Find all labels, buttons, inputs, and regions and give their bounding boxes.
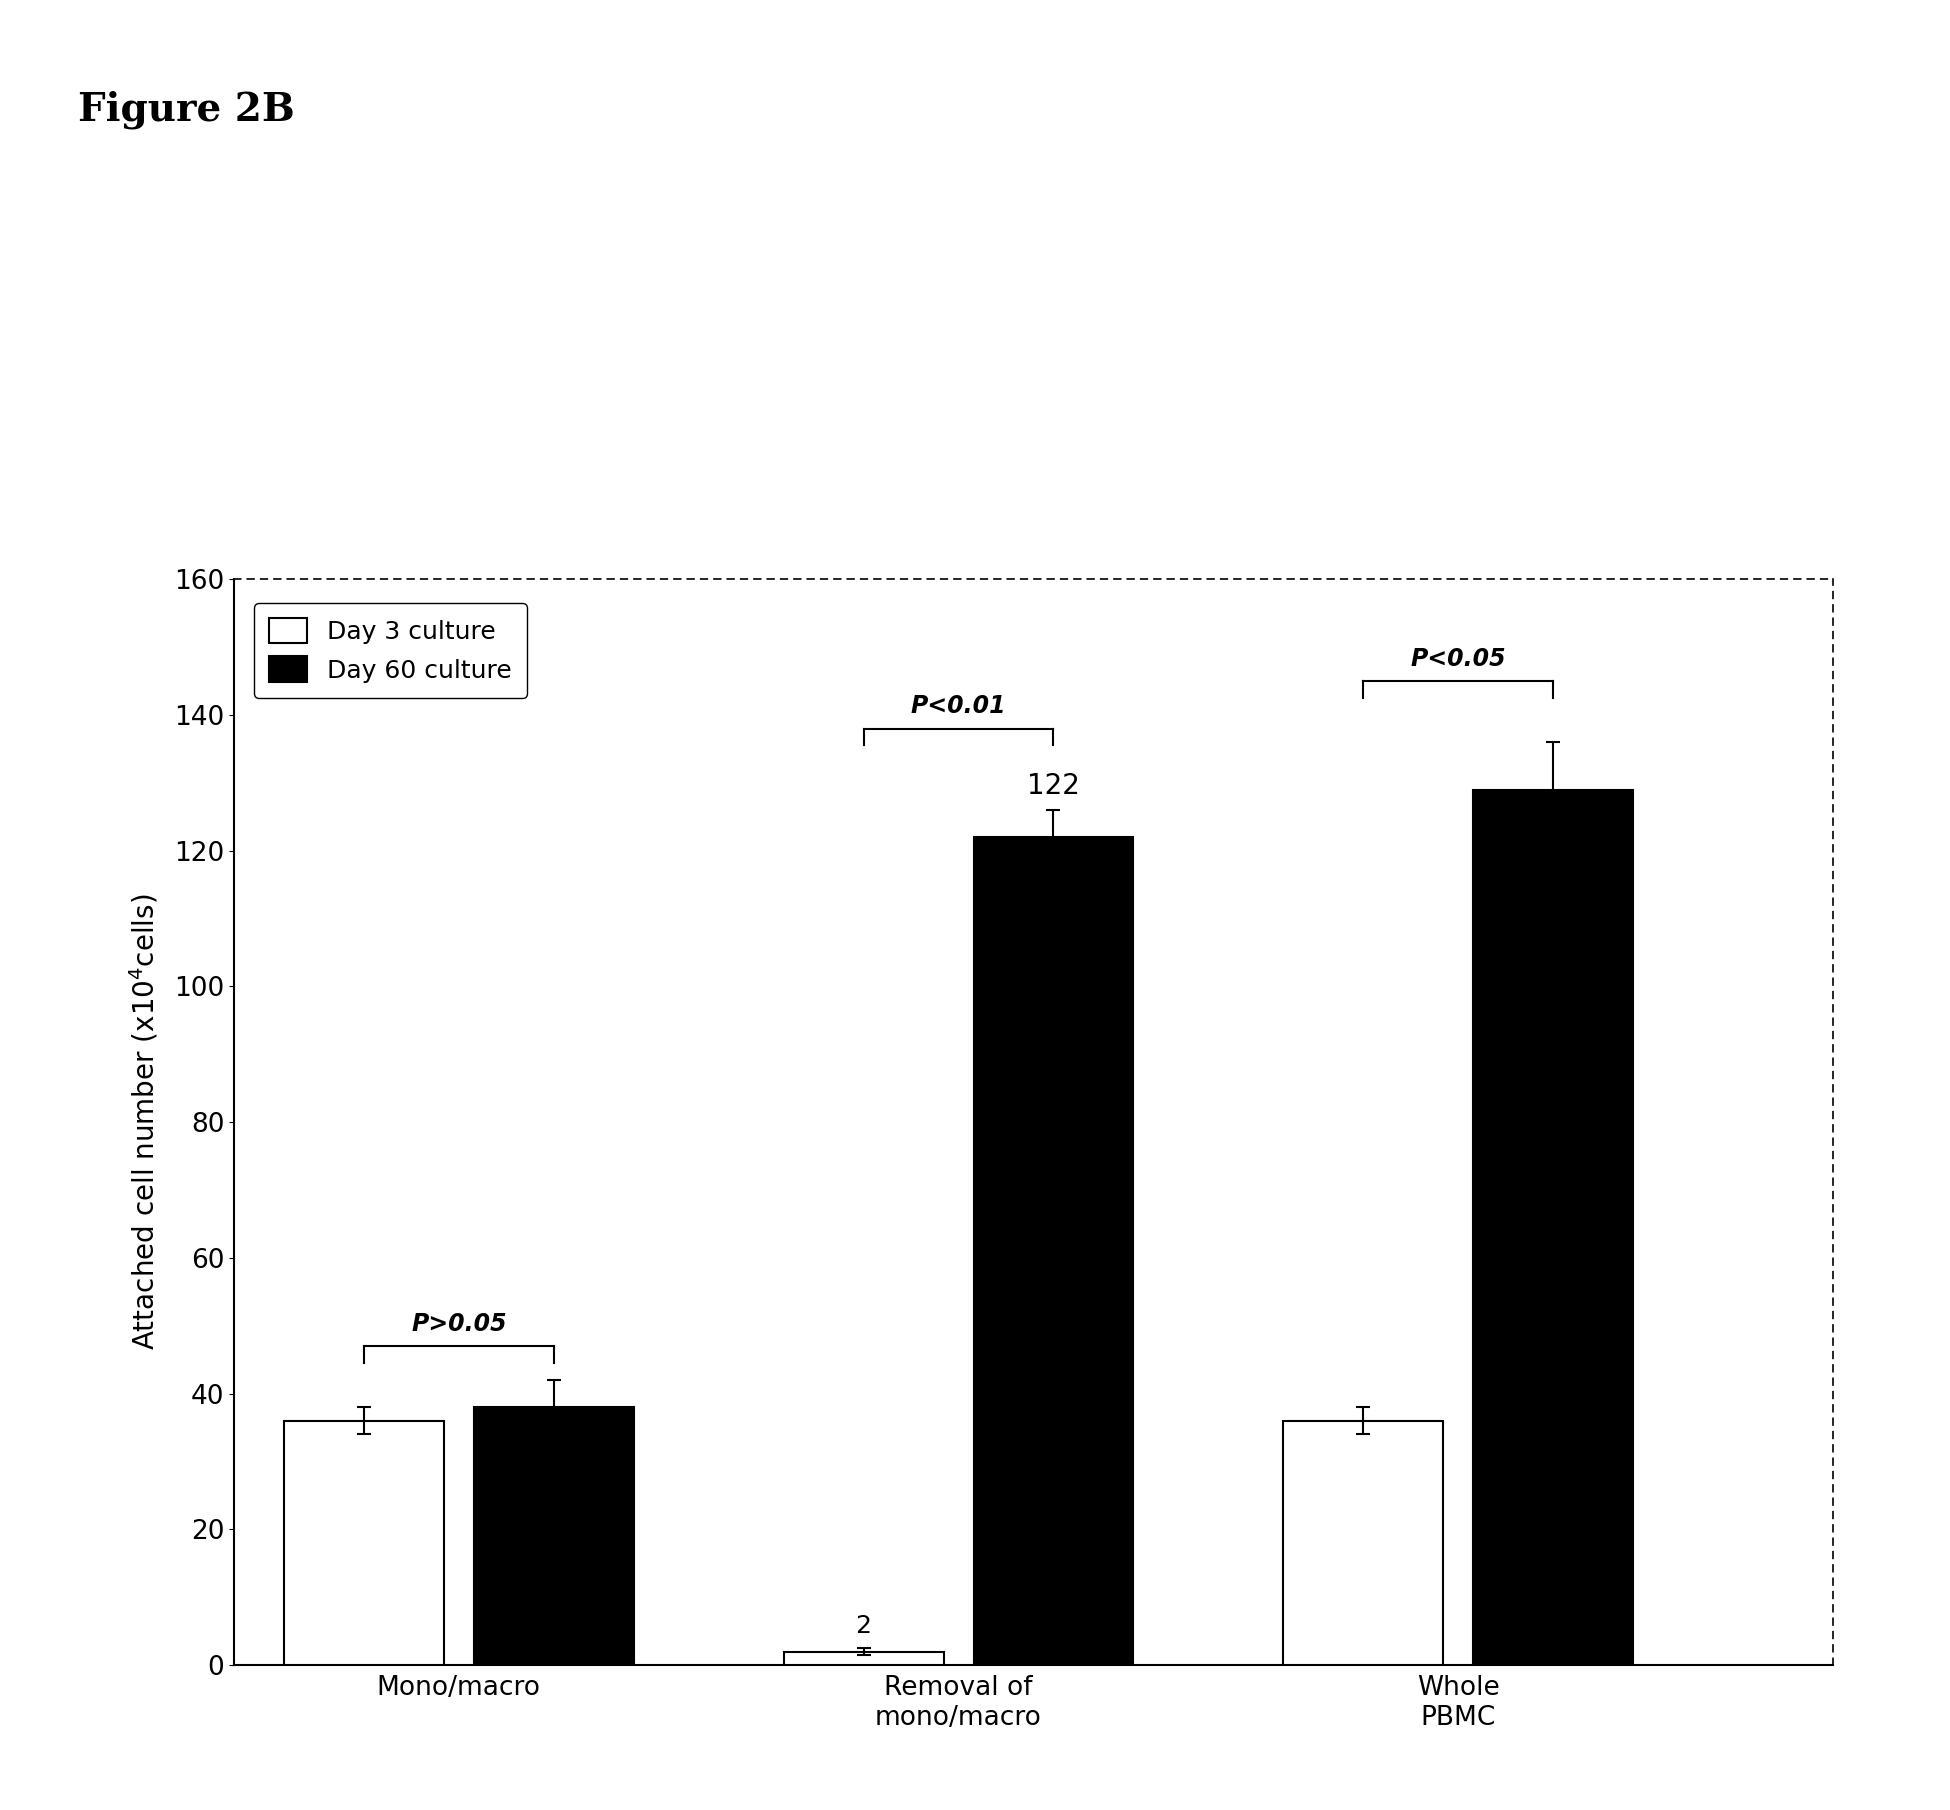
Bar (1283, 1421, 1443, 1665)
Text: Figure 2B: Figure 2B (78, 90, 294, 129)
Bar (973, 836, 1133, 1665)
Text: 122: 122 (1028, 771, 1080, 800)
Text: P>0.05: P>0.05 (411, 1312, 507, 1336)
Text: 2: 2 (856, 1615, 872, 1638)
Text: P<0.05: P<0.05 (1410, 646, 1505, 672)
Bar (285, 1421, 445, 1665)
Legend: Day 3 culture, Day 60 culture: Day 3 culture, Day 60 culture (255, 603, 526, 697)
Y-axis label: Attached cell number (x10$^4$cells): Attached cell number (x10$^4$cells) (127, 894, 160, 1350)
Bar (474, 1408, 634, 1665)
Bar (1474, 789, 1632, 1665)
Bar (784, 1651, 944, 1665)
Text: P<0.01: P<0.01 (911, 695, 1006, 719)
